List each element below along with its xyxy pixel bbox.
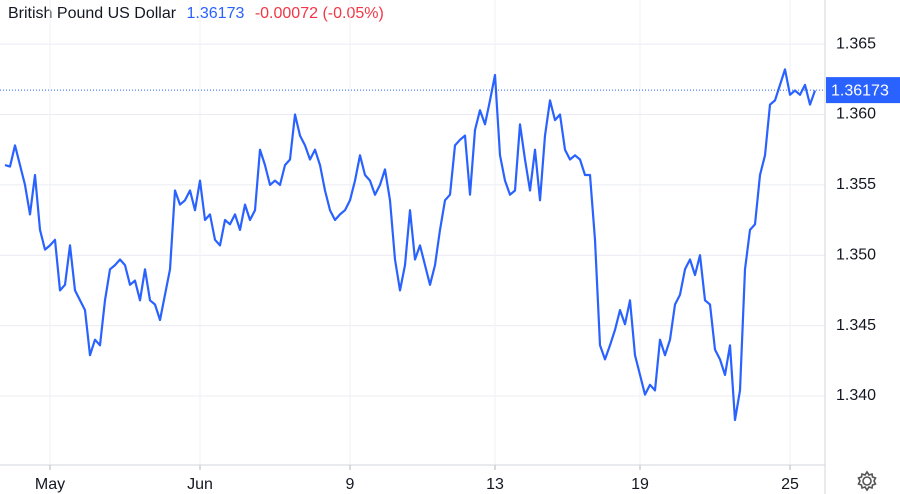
header-price: 1.36173 bbox=[187, 5, 245, 22]
y-tick-label: 1.360 bbox=[836, 106, 876, 123]
header-change: -0.00072 (-0.05%) bbox=[255, 5, 384, 22]
y-tick-label: 1.340 bbox=[836, 387, 876, 404]
gear-hub bbox=[862, 476, 872, 486]
grid bbox=[0, 0, 825, 465]
last-price-label: 1.36173 bbox=[831, 82, 889, 99]
last-price-box bbox=[826, 77, 900, 104]
y-tick-label: 1.350 bbox=[836, 246, 876, 263]
x-tick-label: 19 bbox=[631, 476, 649, 493]
chart-header: British Pound US Dollar 1.36173 -0.00072… bbox=[8, 5, 384, 22]
y-tick-label: 1.355 bbox=[836, 176, 876, 193]
y-tick-label: 1.365 bbox=[836, 35, 876, 52]
x-tick-label: 13 bbox=[486, 476, 504, 493]
y-tick-label: 1.345 bbox=[836, 317, 876, 334]
x-tick-label: Jun bbox=[187, 476, 213, 493]
price-line bbox=[4, 68, 817, 422]
x-tick-label: 25 bbox=[781, 476, 799, 493]
x-tick-label: 9 bbox=[346, 476, 355, 493]
x-tick-label: May bbox=[35, 476, 65, 493]
settings-icon[interactable] bbox=[857, 470, 877, 492]
gear-outline bbox=[857, 470, 877, 492]
chart-title: British Pound US Dollar bbox=[8, 5, 177, 22]
